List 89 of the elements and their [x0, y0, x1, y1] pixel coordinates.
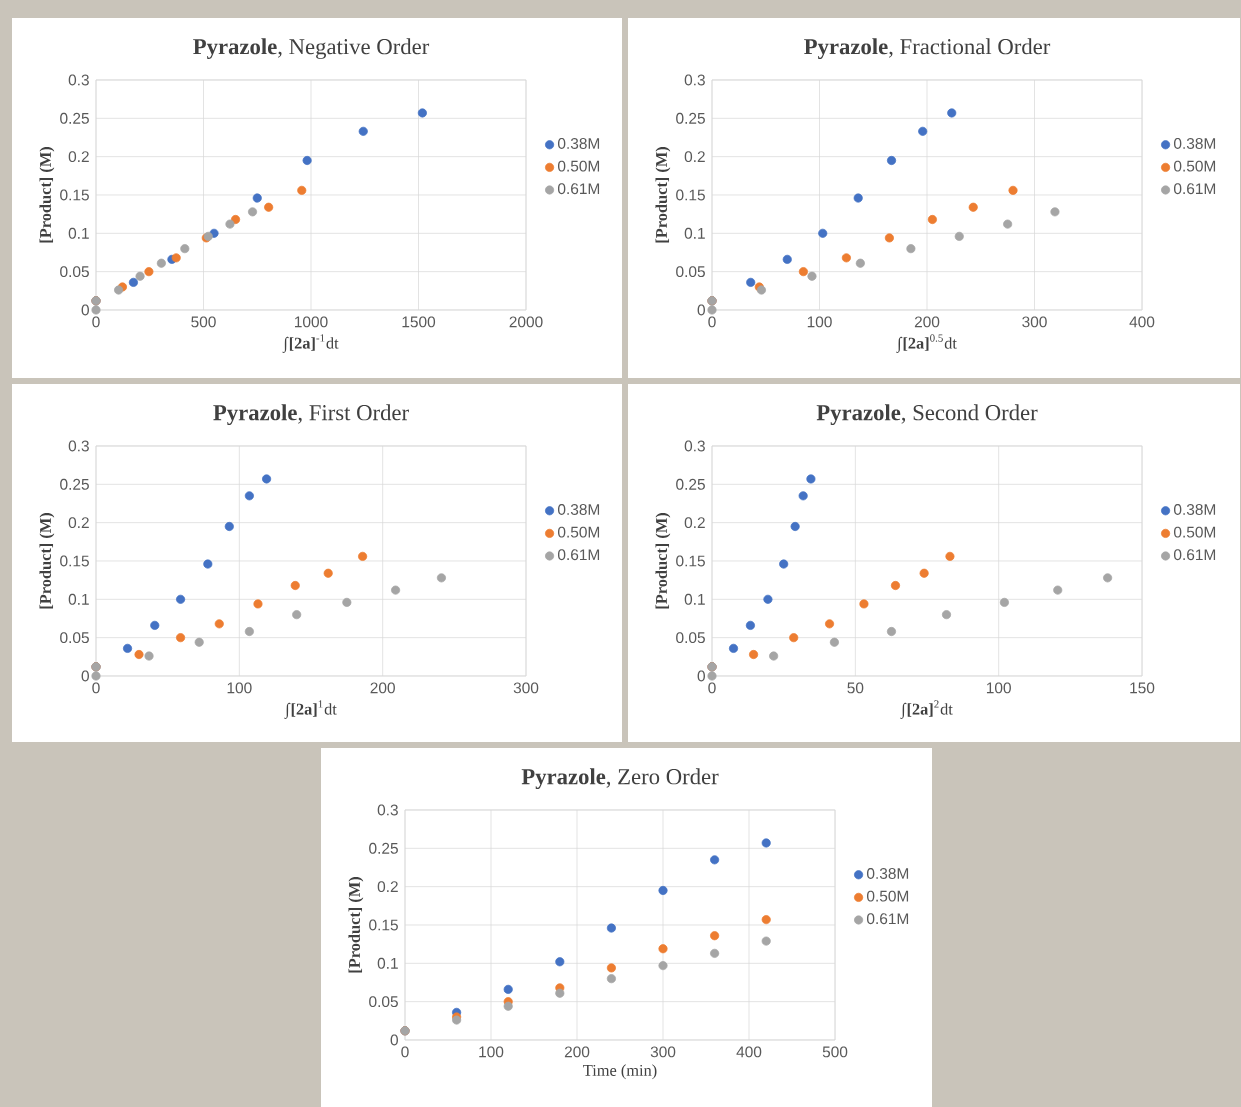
- x-tick-label: 500: [191, 316, 216, 328]
- x-tick-label: 300: [1022, 316, 1047, 328]
- y-tick-label: 0.15: [676, 189, 705, 201]
- y-tick-label: 0.3: [684, 440, 705, 452]
- x-tick-label: 300: [650, 1046, 676, 1058]
- x-tick-label: 300: [513, 682, 539, 694]
- y-axis-title: [Product] (M): [655, 147, 671, 243]
- y-tick-label: 0.3: [684, 74, 705, 86]
- x-tick-label: 0: [92, 316, 100, 328]
- y-tick-label: 0.15: [60, 189, 89, 201]
- y-tick-label: 0.2: [684, 517, 705, 529]
- legend-label: 0.50M: [866, 890, 909, 902]
- y-tick-label: 0: [697, 304, 705, 316]
- chart-title: Pyrazole, Fractional Order: [804, 38, 1051, 60]
- x-tick-label: 100: [479, 1046, 504, 1058]
- y-tick-label: 0.05: [369, 996, 398, 1008]
- legend-label: 0.61M: [1173, 549, 1216, 561]
- y-tick-label: 0.3: [68, 440, 89, 452]
- legend-label: 0.38M: [866, 868, 909, 879]
- y-tick-label: 0.2: [68, 517, 89, 529]
- legend-label: 0.38M: [1173, 504, 1216, 515]
- y-tick-label: 0.05: [676, 266, 705, 278]
- y-axis-title: [Product] (M): [39, 513, 55, 609]
- y-axis-title: [Product] (M): [348, 877, 364, 973]
- x-tick-label: 200: [564, 1046, 590, 1058]
- y-tick-label: 0.05: [60, 632, 89, 644]
- y-tick-label: 0: [81, 304, 89, 316]
- y-tick-label: 0.15: [676, 555, 705, 567]
- x-tick-label: 150: [1130, 682, 1155, 694]
- chart-title: Pyrazole, Negative Order: [193, 38, 430, 60]
- y-tick-label: 0.25: [676, 112, 705, 124]
- y-tick-label: 0.05: [60, 266, 89, 278]
- y-tick-label: 0: [697, 670, 705, 682]
- x-tick-label: 400: [736, 1046, 762, 1058]
- legend-label: 0.38M: [557, 138, 600, 149]
- x-tick-label: 200: [370, 682, 395, 694]
- x-tick-label: 0: [708, 316, 716, 328]
- legend-label: 0.38M: [557, 504, 600, 515]
- x-tick-label: 400: [1129, 316, 1155, 328]
- legend-label: 0.61M: [1173, 183, 1216, 195]
- legend-label: 0.61M: [557, 183, 600, 195]
- y-tick-label: 0.1: [377, 957, 398, 969]
- y-tick-label: 0: [390, 1034, 398, 1046]
- legend-label: 0.50M: [1173, 526, 1216, 538]
- legend-label: 0.38M: [1173, 138, 1216, 149]
- y-tick-label: 0.3: [377, 804, 398, 816]
- y-tick-label: 0.3: [68, 74, 89, 86]
- x-tick-label: 0: [401, 1046, 409, 1058]
- y-tick-label: 0.1: [684, 227, 705, 239]
- legend-label: 0.61M: [557, 549, 600, 561]
- x-tick-label: 0: [92, 682, 100, 694]
- chart-title: Pyrazole, Second Order: [816, 404, 1038, 426]
- y-tick-label: 0.15: [369, 919, 398, 931]
- legend-label: 0.61M: [866, 913, 909, 925]
- x-tick-label: 2000: [509, 316, 543, 328]
- x-tick-label: 1000: [295, 316, 328, 328]
- y-axis-title: [Product] (M): [39, 147, 55, 243]
- y-tick-label: 0.25: [60, 112, 89, 124]
- y-tick-label: 0.25: [60, 478, 89, 490]
- y-tick-label: 0.1: [68, 227, 89, 239]
- y-axis-title: [Product] (M): [655, 513, 671, 609]
- x-tick-label: 100: [986, 682, 1011, 694]
- x-axis-title: ∫[2a]$^{-1}$dt: [282, 334, 339, 353]
- x-tick-label: 500: [822, 1046, 848, 1058]
- y-tick-label: 0: [81, 670, 89, 682]
- x-axis-title: Time (min): [583, 1064, 657, 1080]
- legend-label: 0.50M: [557, 526, 600, 538]
- x-axis-title: ∫[2a]$^{2}$dt: [900, 700, 953, 719]
- chart-title: Pyrazole, Zero Order: [521, 768, 719, 790]
- legend-label: 0.50M: [1173, 160, 1216, 172]
- y-tick-label: 0.1: [684, 593, 705, 605]
- x-tick-label: 100: [227, 682, 252, 694]
- y-tick-label: 0.15: [60, 555, 89, 567]
- x-tick-label: 200: [914, 316, 940, 328]
- y-tick-label: 0.25: [369, 842, 398, 854]
- y-tick-label: 0.2: [684, 151, 705, 163]
- x-tick-label: 100: [807, 316, 832, 328]
- y-tick-label: 0.05: [676, 632, 705, 644]
- y-tick-label: 0.2: [377, 881, 398, 893]
- y-tick-label: 0.1: [68, 593, 89, 605]
- y-tick-label: 0.2: [68, 151, 89, 163]
- x-tick-label: 1500: [402, 316, 436, 328]
- x-axis-title: ∫[2a]$^{0.5}$dt: [896, 334, 957, 353]
- legend-label: 0.50M: [557, 160, 600, 172]
- chart-title: Pyrazole, First Order: [213, 404, 409, 426]
- x-tick-label: 50: [847, 682, 864, 694]
- x-tick-label: 0: [708, 682, 716, 694]
- y-tick-label: 0.25: [676, 478, 705, 490]
- x-axis-title: ∫[2a]$^{1}$dt: [284, 700, 337, 719]
